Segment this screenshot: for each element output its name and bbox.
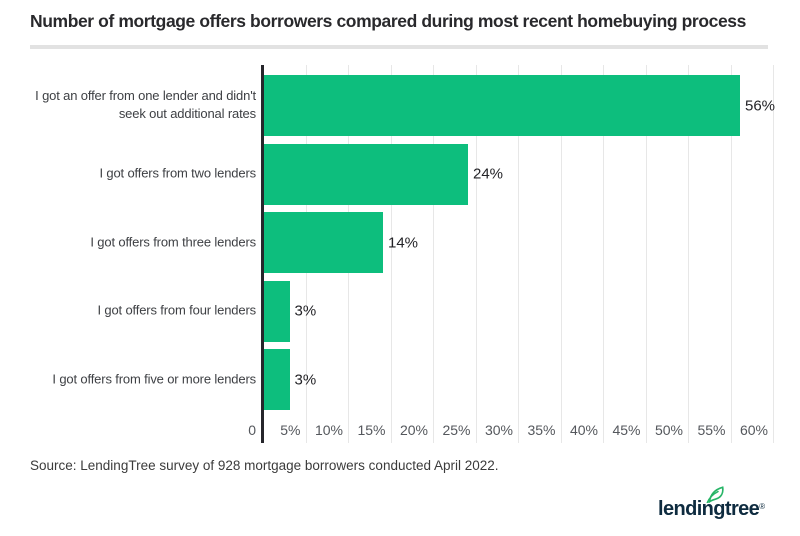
x-tick-label: 50% [654,422,683,438]
gridline [390,65,392,443]
gridline [688,65,689,443]
category-label-line: I got offers from three lenders [90,234,256,250]
x-tick-label: 15% [357,422,386,438]
category-label: I got offers from three lenders [90,233,256,252]
lendingtree-logo: lendingtree® [658,486,778,524]
x-tick-label: 45% [612,422,641,438]
category-label-line: I got offers from two lenders [99,165,256,181]
x-tick-label: 40% [569,422,598,438]
x-tick-label: 35% [527,422,556,438]
x-tick-label: 20% [399,422,428,438]
bar [264,75,740,136]
category-label-line: I got offers from four lenders [97,302,256,318]
logo-wordmark: lendingtree [658,498,760,520]
value-label: 56% [745,97,776,114]
value-label: 3% [294,302,317,320]
category-label-line: I got offers from five or more lenders [52,371,256,387]
x-tick-label: 60% [739,422,768,438]
x-tick-label: 5% [280,422,301,438]
gridline [730,65,732,443]
title-divider [30,45,768,49]
category-label-line: I got an offer from one lender and didn'… [35,87,256,103]
category-label: I got offers from four lenders [97,302,256,321]
bar [264,212,383,273]
value-label: 14% [388,234,419,251]
gridline [433,65,434,443]
category-label-line: seek out additional rates [118,106,256,122]
category-label: I got offers from five or more lenders [52,370,256,389]
bar [264,143,468,205]
leaf-icon [705,486,725,504]
gridline [475,65,477,443]
category-label: I got offers from two lenders [99,165,256,184]
gridline [603,65,604,443]
x-tick-label: 0 [248,422,256,438]
bar [264,349,290,410]
chart-title: Number of mortgage offers borrowers comp… [30,11,746,31]
registered-mark: ® [759,502,766,511]
value-label: 24% [473,165,504,183]
x-tick-label: 25% [442,422,471,438]
x-tick-label: 10% [314,422,343,438]
x-tick-label: 55% [697,422,726,438]
bar [264,280,290,342]
gridline [518,65,519,443]
gridline [645,65,647,443]
category-label: I got an offer from one lender and didn'… [35,87,256,125]
value-label: 3% [294,371,317,388]
x-tick-label: 30% [484,422,513,438]
logo-wordline: lendingtree® [658,499,765,519]
y-axis-line [261,65,264,443]
source-note: Source: LendingTree survey of 928 mortga… [30,458,499,473]
gridline [560,65,562,443]
gridline [773,65,774,443]
